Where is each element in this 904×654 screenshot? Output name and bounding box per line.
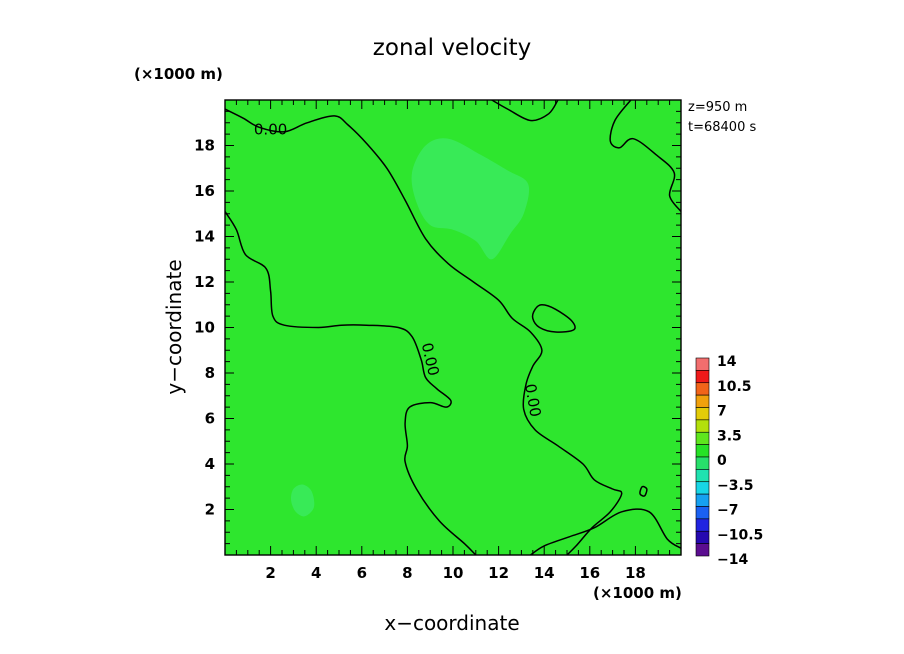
x-axis-label: x−coordinate: [384, 611, 519, 635]
y-tick-label: 14: [194, 228, 215, 246]
x-tick-label: 12: [488, 564, 509, 582]
contour-labels: 0.000.000.00: [254, 121, 545, 419]
colorbar-label: 0: [717, 453, 727, 469]
y-tick-label: 12: [194, 273, 215, 291]
contour-line: [491, 100, 559, 122]
colorbar-label: −7: [717, 503, 738, 519]
colorbar-swatch: [695, 431, 710, 445]
colorbar-swatch: [695, 444, 710, 458]
y-tick-label: 4: [205, 455, 215, 473]
colorbar-label: 7: [717, 404, 727, 420]
colorbar-swatch: [695, 407, 710, 421]
plot-frame: [224, 99, 682, 556]
contour-line: [639, 485, 648, 497]
contour-line: [531, 304, 576, 333]
colorbar: 14 10.5 7 3.5 0 −3.5 −7 −10.5 −14: [695, 354, 763, 568]
colorbar-swatch: [695, 506, 710, 520]
colorbar-swatch: [695, 394, 710, 408]
colorbar-swatch: [695, 469, 710, 483]
light-patch: [411, 138, 530, 260]
y-axis-label: y−coordinate: [162, 259, 186, 394]
contour-line: [530, 508, 681, 555]
y-tick-labels: 2 4 6 8 10 12 14 16 18: [194, 137, 215, 519]
contour-line: [225, 108, 623, 555]
colorbar-swatch: [695, 493, 710, 507]
info-time: t=68400 s: [688, 120, 756, 135]
x-tick-label: 18: [625, 564, 646, 582]
chart-title: zonal velocity: [373, 35, 531, 61]
y-tick-label: 6: [205, 410, 215, 428]
y-tick-label: 8: [205, 364, 215, 382]
colorbar-swatch: [695, 543, 710, 557]
x-tick-labels: 2 4 6 8 10 12 14 16 18: [265, 564, 645, 582]
axis-ticks: [225, 100, 681, 555]
y-tick-label: 2: [205, 501, 215, 519]
colorbar-swatch: [695, 518, 710, 532]
x-tick-label: 6: [357, 564, 367, 582]
y-unit-label: (×1000 m): [134, 65, 223, 83]
info-depth: z=950 m: [688, 100, 747, 115]
colorbar-label: 3.5: [717, 428, 742, 444]
contour-line: [225, 211, 477, 555]
colorbar-swatch: [695, 456, 710, 470]
contour-label: 0.00: [254, 121, 287, 139]
colorbar-label: −10.5: [717, 527, 763, 543]
x-tick-label: 14: [534, 564, 555, 582]
contour-label: 0.00: [521, 382, 545, 418]
y-tick-label: 10: [194, 319, 215, 337]
colorbar-swatch: [695, 419, 710, 433]
contour-line: [609, 100, 681, 212]
colorbar-swatch: [695, 370, 710, 384]
contour-lines: [225, 100, 681, 555]
y-tick-label: 16: [194, 182, 215, 200]
colorbar-label: −3.5: [717, 478, 754, 494]
colorbar-swatch: [695, 382, 710, 396]
x-tick-label: 4: [311, 564, 321, 582]
colorbar-label: 14: [717, 354, 737, 370]
x-tick-label: 2: [265, 564, 275, 582]
light-patch: [290, 484, 315, 517]
colorbar-swatch: [695, 530, 710, 544]
x-tick-label: 8: [402, 564, 412, 582]
x-unit-label: (×1000 m): [593, 584, 682, 602]
y-tick-label: 18: [194, 137, 215, 155]
colorbar-swatch: [695, 481, 710, 495]
colorbar-swatch: [695, 357, 710, 371]
colorbar-label: 10.5: [717, 379, 752, 395]
x-tick-label: 16: [579, 564, 600, 582]
x-tick-label: 10: [443, 564, 464, 582]
light-patches: [290, 138, 530, 517]
colorbar-label: −14: [717, 552, 748, 568]
